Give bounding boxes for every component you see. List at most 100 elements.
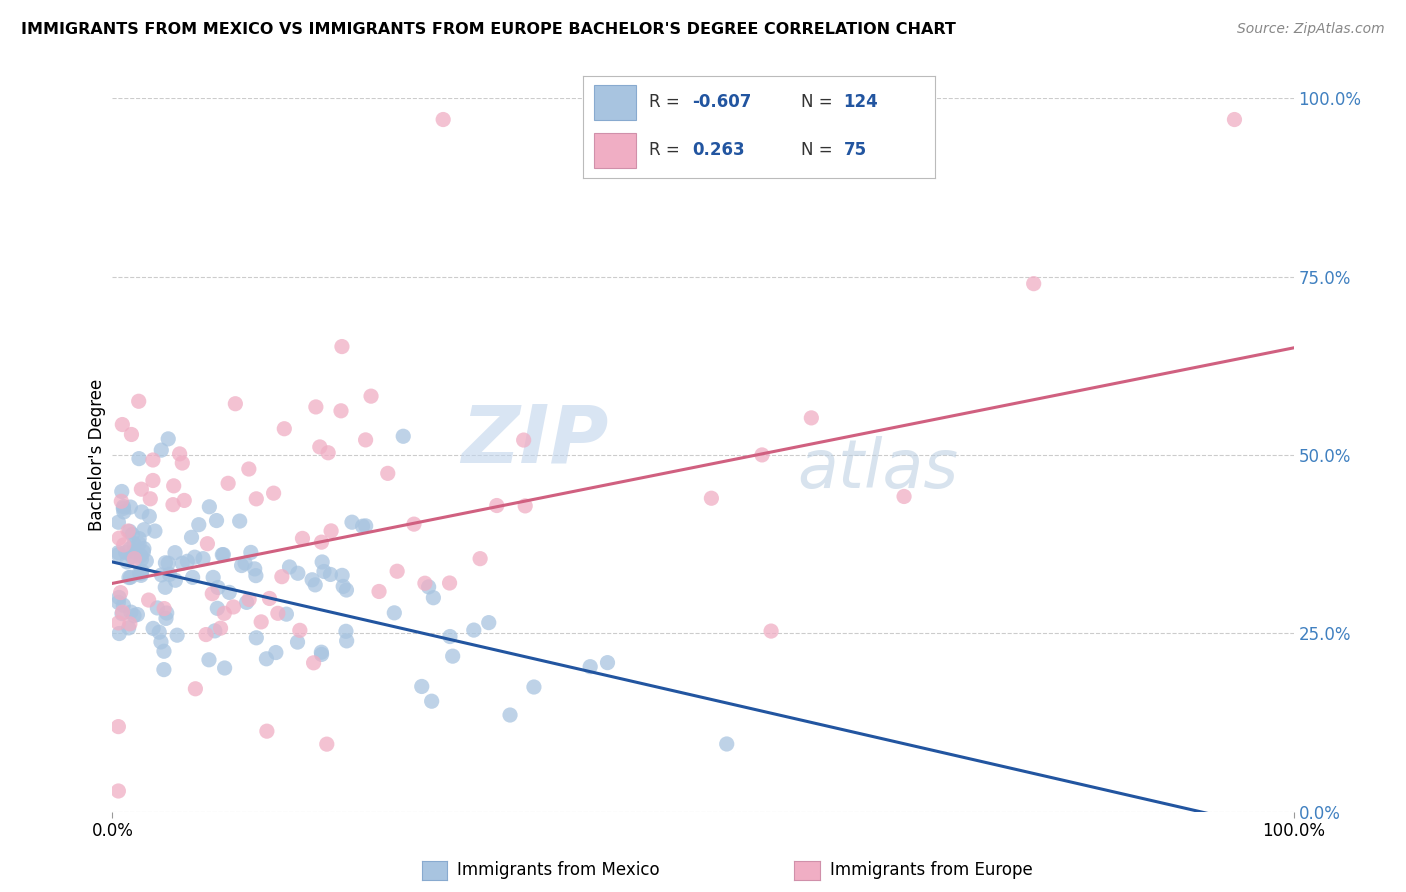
Point [319,567,342,582]
Point [315,737,337,751]
Point [238,462,260,476]
Point [330,568,353,582]
Point [187,517,209,532]
Point [114,545,136,559]
Point [155,556,177,570]
Point [195,627,218,641]
Point [110,585,132,599]
Point [120,570,142,584]
Point [131,564,153,578]
Point [135,554,157,568]
Point [108,591,131,605]
Point [413,576,436,591]
Point [402,517,425,532]
Point [238,592,260,607]
Point [129,568,152,582]
Text: Source: ZipAtlas.com: Source: ZipAtlas.com [1237,22,1385,37]
Point [478,615,501,630]
Point [335,624,357,639]
Point [120,605,142,619]
Point [132,545,155,559]
Text: 75: 75 [844,141,866,159]
Text: 124: 124 [844,93,879,111]
Point [319,524,342,538]
Text: 0.263: 0.263 [693,141,745,159]
Point [270,569,292,583]
Text: ZIP: ZIP [461,401,609,480]
Point [159,567,181,582]
Point [263,486,285,500]
Point [138,593,160,607]
Point [108,531,131,545]
Point [224,397,246,411]
Point [129,566,152,581]
Point [142,621,165,635]
Point [131,552,153,566]
Point [128,394,150,409]
Point [118,541,141,556]
Point [112,500,135,514]
Point [165,574,187,588]
Point [330,404,353,418]
Point [115,555,138,569]
Point [382,606,405,620]
Point [523,680,546,694]
Point [107,546,129,560]
Point [155,580,177,594]
Text: IMMIGRANTS FROM MEXICO VS IMMIGRANTS FROM EUROPE BACHELOR'S DEGREE CORRELATION C: IMMIGRANTS FROM MEXICO VS IMMIGRANTS FRO… [21,22,956,37]
Point [122,608,145,623]
Point [235,595,257,609]
Y-axis label: Bachelor's Degree: Bachelor's Degree [87,379,105,531]
Point [432,112,454,127]
Point [181,570,204,584]
Point [207,581,229,595]
Point [264,646,287,660]
Point [163,479,186,493]
Point [131,505,153,519]
Point [156,606,179,620]
Point [184,681,207,696]
Point [122,545,145,559]
Point [304,578,326,592]
Text: R =: R = [648,141,690,159]
Point [214,661,236,675]
Point [385,564,408,578]
Point [336,633,359,648]
Point [222,599,245,614]
Point [287,566,309,581]
Point [120,427,142,442]
Point [139,491,162,506]
Point [214,607,236,621]
Point [243,562,266,576]
Point [368,584,391,599]
Point [112,598,135,612]
Point [107,548,129,562]
Point [118,621,141,635]
Point [354,519,377,533]
Point [259,591,281,606]
Point [155,611,177,625]
Point [301,573,323,587]
Point [107,720,129,734]
Point [153,663,176,677]
Point [308,440,330,454]
Point [700,491,723,506]
Text: -0.607: -0.607 [693,93,752,111]
Point [128,537,150,551]
Point [245,491,267,506]
Point [377,467,399,481]
Point [305,400,328,414]
Point [311,645,333,659]
Point [107,515,129,529]
Point [166,628,188,642]
Point [162,498,184,512]
Point [231,558,253,573]
Point [332,579,354,593]
Point [352,519,374,533]
Point [172,557,194,571]
Point [316,446,339,460]
Point [439,576,461,591]
Point [468,551,491,566]
Point [150,568,173,582]
Text: atlas: atlas [797,436,959,502]
